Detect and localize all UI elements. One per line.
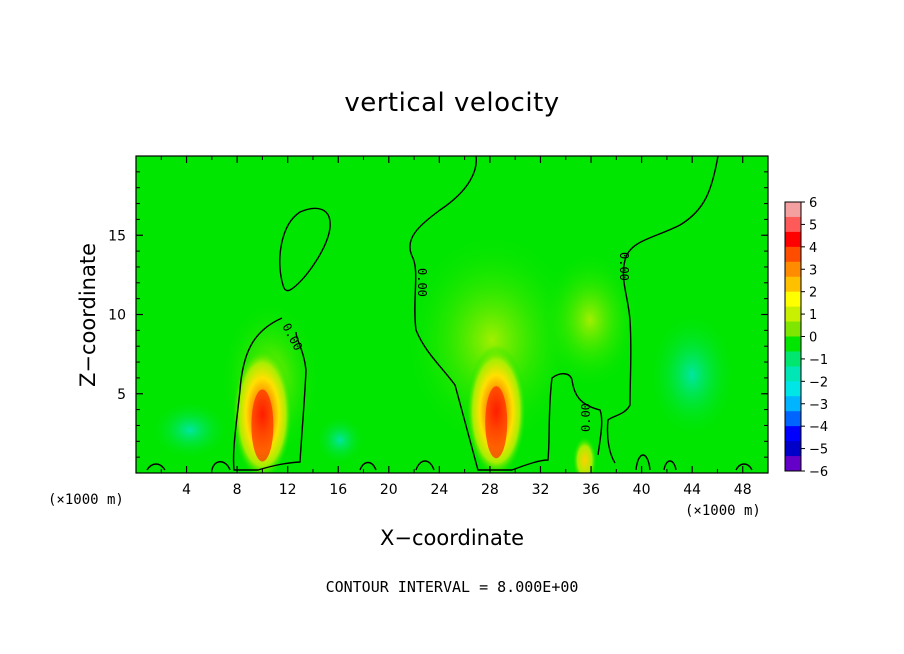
colorbar-swatch — [785, 321, 801, 337]
contour-label-3: 0.00 — [617, 252, 631, 281]
downdraft-west — [150, 400, 230, 460]
colorbar-swatch — [785, 306, 801, 323]
updraft-core-0 — [232, 348, 293, 473]
colorbar-swatch — [785, 336, 801, 352]
colorbar-swatch — [785, 246, 801, 263]
colorbar-tick-label: −2 — [809, 375, 828, 390]
downdraft-center — [315, 415, 365, 465]
updraft-halo-main — [402, 230, 582, 450]
colorbar-swatch — [785, 366, 801, 382]
colorbar-tick-label: 5 — [809, 218, 817, 233]
colorbar-swatch — [785, 216, 801, 233]
contour-bottom-5 — [635, 454, 651, 471]
colorbar-tick-label: 1 — [809, 308, 817, 323]
colorbar-swatch — [785, 231, 801, 248]
updraft-halo-east — [540, 250, 640, 390]
colorbar-tick-label: −4 — [809, 420, 828, 435]
updraft-core-2 — [572, 436, 597, 473]
y-ticks: 5 10 15 — [108, 171, 768, 458]
colorbar-swatch — [785, 381, 801, 397]
y-tick-label: 15 — [108, 228, 126, 244]
chart-title: vertical velocity — [344, 88, 560, 118]
updraft-core-1 — [466, 345, 527, 473]
colorbar-tick-label: 6 — [809, 196, 817, 211]
colorbar-swatch — [785, 291, 801, 308]
x-tick-label: 24 — [430, 482, 448, 498]
x-tick-label: 28 — [481, 482, 499, 498]
x-tick-label: 8 — [233, 482, 242, 498]
colorbar-swatch — [785, 276, 801, 293]
x-tick-label: 20 — [380, 482, 398, 498]
colorbar-swatch — [785, 426, 801, 442]
x-tick-label: 4 — [182, 482, 191, 498]
y-tick-label: 5 — [117, 387, 126, 403]
colorbar-swatch — [785, 261, 801, 278]
x-tick-label: 36 — [582, 482, 600, 498]
contour-bottom-3 — [359, 461, 377, 471]
contour-central — [409, 156, 603, 471]
colorbar-tick-label: −6 — [809, 465, 828, 480]
contour-bottom-6 — [663, 460, 677, 471]
x-ticks: 4 8 12 16 20 24 28 32 36 40 44 48 — [160, 156, 752, 498]
colorbar-tick-label: 0 — [809, 331, 817, 346]
x-tick-label: 44 — [683, 482, 701, 498]
colorbar: 6 5 4 3 2 1 0 −1 −2 −3 −4 −5 −6 — [784, 196, 828, 480]
contour-bottom-4 — [415, 460, 435, 471]
colorbar-swatch — [785, 441, 801, 457]
contour-left-cell — [232, 317, 307, 471]
x-unit-label-left: (×1000 m) — [48, 492, 124, 508]
colorbar-swatch — [785, 396, 801, 412]
x-axis-label: X−coordinate — [380, 526, 524, 550]
contour-upper-left — [279, 207, 331, 292]
contour-right — [606, 156, 719, 464]
colorbar-swatch — [785, 202, 801, 218]
contour-bottom-1 — [146, 463, 166, 471]
velocity-field — [136, 156, 768, 473]
contour-bottom-7 — [735, 463, 753, 471]
contour-bottom-2 — [211, 461, 231, 471]
zero-contours — [146, 156, 753, 471]
colorbar-tick-label: 4 — [809, 241, 817, 256]
colorbar-tick-label: −3 — [809, 398, 828, 413]
contour-interval-note: CONTOUR INTERVAL = 8.000E+00 — [325, 578, 579, 596]
colorbar-swatch — [785, 411, 801, 427]
x-tick-label: 48 — [734, 482, 752, 498]
y-tick-label: 10 — [108, 308, 126, 324]
colorbar-tick-label: −5 — [809, 443, 828, 458]
downdraft-east — [647, 310, 737, 440]
x-tick-label: 32 — [532, 482, 550, 498]
x-tick-label: 16 — [329, 482, 347, 498]
contour-label-2: 0.00 — [415, 268, 429, 297]
x-unit-label-right: (×1000 m) — [685, 503, 761, 519]
x-tick-label: 40 — [633, 482, 651, 498]
colorbar-swatch — [785, 456, 801, 472]
contour-label-4: 0.00 — [579, 403, 593, 432]
colorbar-tick-label: 3 — [809, 263, 817, 278]
colorbar-swatch — [785, 351, 801, 367]
colorbar-tick-label: −1 — [809, 353, 828, 368]
colorbar-tick-label: 2 — [809, 286, 817, 301]
x-tick-label: 12 — [279, 482, 297, 498]
